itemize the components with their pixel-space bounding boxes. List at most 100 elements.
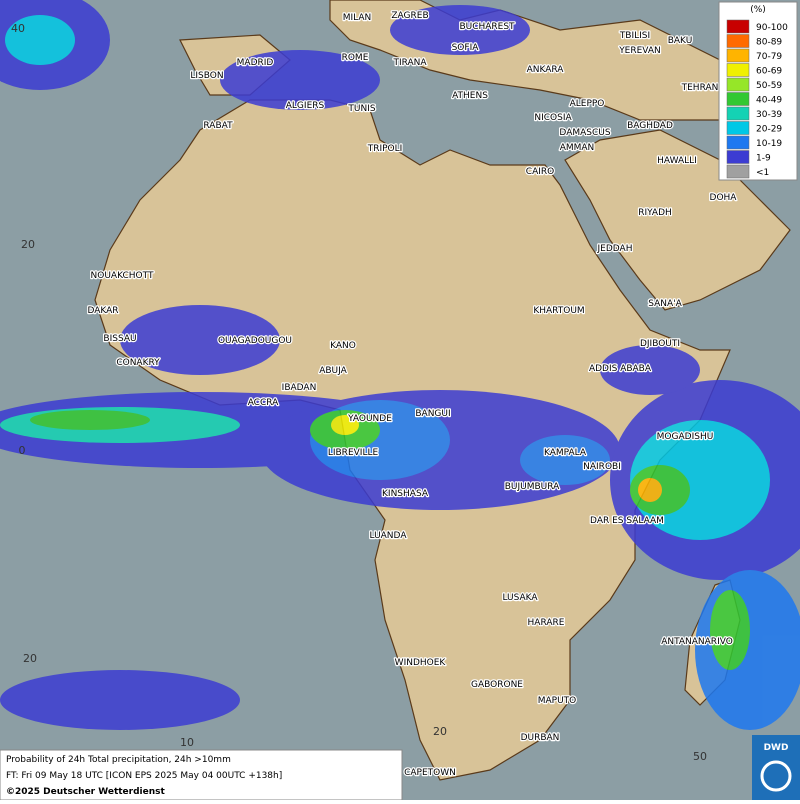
legend-swatch [726,164,750,179]
city-label: MOGADISHU [657,432,714,442]
legend-swatch [726,63,750,77]
footer-box [0,749,403,801]
legend-label: 70-79 [756,52,782,62]
city-label: RABAT [203,121,233,131]
legend-swatch [726,34,750,48]
city-label: BUCHAREST [459,22,515,32]
city-label: KANO [330,341,356,351]
city-label: CAIRO [526,167,554,177]
city-label: ZAGREB [391,11,428,21]
legend-swatch [726,121,750,135]
city-label: TUNIS [347,104,375,114]
legend-label: 10-19 [756,139,782,149]
legend-swatch [726,92,750,106]
city-label: ABUJA [319,366,347,376]
footer-line: Probability of 24h Total precipitation, … [6,755,231,765]
precipitation [0,0,800,730]
footer-line: ©2025 Deutscher Wetterdienst [6,787,165,797]
logo-swirl [760,760,792,792]
grid-label: 20 [23,652,37,665]
city-label: JEDDAH [597,244,633,254]
grid-label: 0 [19,444,26,457]
legend-label: 40-49 [756,96,782,106]
city-label: MAPUTO [538,696,577,706]
city-label: YAOUNDE [347,414,392,424]
city-label: LUSAKA [502,593,538,603]
city-label: ATHENS [452,91,488,101]
city-label: DURBAN [521,733,560,743]
city-label: MADRID [237,58,274,68]
legend-label: 30-39 [756,110,782,120]
city-label: KHARTOUM [533,306,584,316]
city-label: ACCRA [248,398,279,408]
city-label: CAPETOWN [404,768,456,778]
city-label: ADDIS ABABA [589,364,652,374]
legend-label: 50-59 [756,81,782,91]
legend-swatch [726,77,750,92]
legend-label: 90-100 [756,23,788,33]
legend-label: 60-69 [756,67,782,77]
legend-swatch [726,135,750,150]
city-label: TBILISI [619,31,650,41]
legend-label: 1-9 [756,154,771,164]
city-label: OUAGADOUGOU [218,336,292,346]
city-label: DAR ES SALAAM [590,516,664,526]
city-label: DOHA [710,193,738,203]
city-label: BUJUMBURA [505,482,560,492]
legend-swatch [726,150,750,164]
legend-swatch [726,48,750,63]
legend-label: 20-29 [756,125,782,135]
city-label: BAKU [668,36,693,46]
labels: 40 20 0 20 10 20 50 MILAN ZAGREB BUCHAREST TBILISI… [11,10,739,780]
legend-label: 80-89 [756,38,782,48]
city-label: ROME [342,53,369,63]
city-label: RIYADH [638,208,672,218]
legend-swatch [726,19,750,34]
footer-line: FT: Fri 09 May 18 UTC [ICON EPS 2025 May… [6,771,282,781]
city-label: DAMASCUS [559,128,610,138]
city-label: WINDHOEK [395,658,447,668]
city-label: HAWALLI [657,156,697,166]
city-label: MILAN [343,13,372,23]
city-label: KAMPALA [544,448,587,458]
city-label: NOUAKCHOTT [91,271,154,281]
city-label: ALGIERS [286,101,325,111]
city-label: BAGHDAD [627,121,673,131]
legend: (%) 90-100 80-89 70-79 60-69 50-59 40-49 30-39… [718,1,798,181]
city-label: LIBREVILLE [328,448,379,458]
city-label: TRIPOLI [367,144,403,154]
city-label: ANKARA [527,65,565,75]
city-label: DAKAR [87,306,118,316]
city-label: ANTANANARIVO [661,637,733,647]
city-label: CONAKRY [116,358,160,368]
city-label: SANA'A [648,299,682,309]
city-label: BANGUI [415,409,450,419]
city-label: NAIROBI [583,462,621,472]
city-label: LISBON [190,71,223,81]
city-label: ALEPPO [570,99,605,109]
legend-label: <1 [756,168,769,178]
city-label: IBADAN [282,383,317,393]
legend-swatch [726,106,750,121]
city-label: KINSHASA [382,489,429,499]
grid-label: 20 [21,238,35,251]
grid-label: 10 [180,736,194,749]
grid-label: 20 [433,725,447,738]
legend-title: (%) [750,5,766,15]
city-label: AMMAN [560,143,595,153]
city-label: BISSAU [103,334,136,344]
city-label: TEHRAN [681,83,719,93]
city-label: GABORONE [471,680,523,690]
grid-label: 40 [11,22,25,35]
city-label: LUANDA [370,531,408,541]
grid-label: 50 [693,750,707,763]
city-label: NICOSIA [534,113,572,123]
city-label: DJIBOUTI [640,339,680,349]
city-label: HARARE [528,618,565,628]
city-label: TIRANA [392,58,427,68]
city-label: YEREVAN [618,46,661,56]
logo: DWD [764,743,789,753]
city-label: SOFIA [452,43,480,53]
